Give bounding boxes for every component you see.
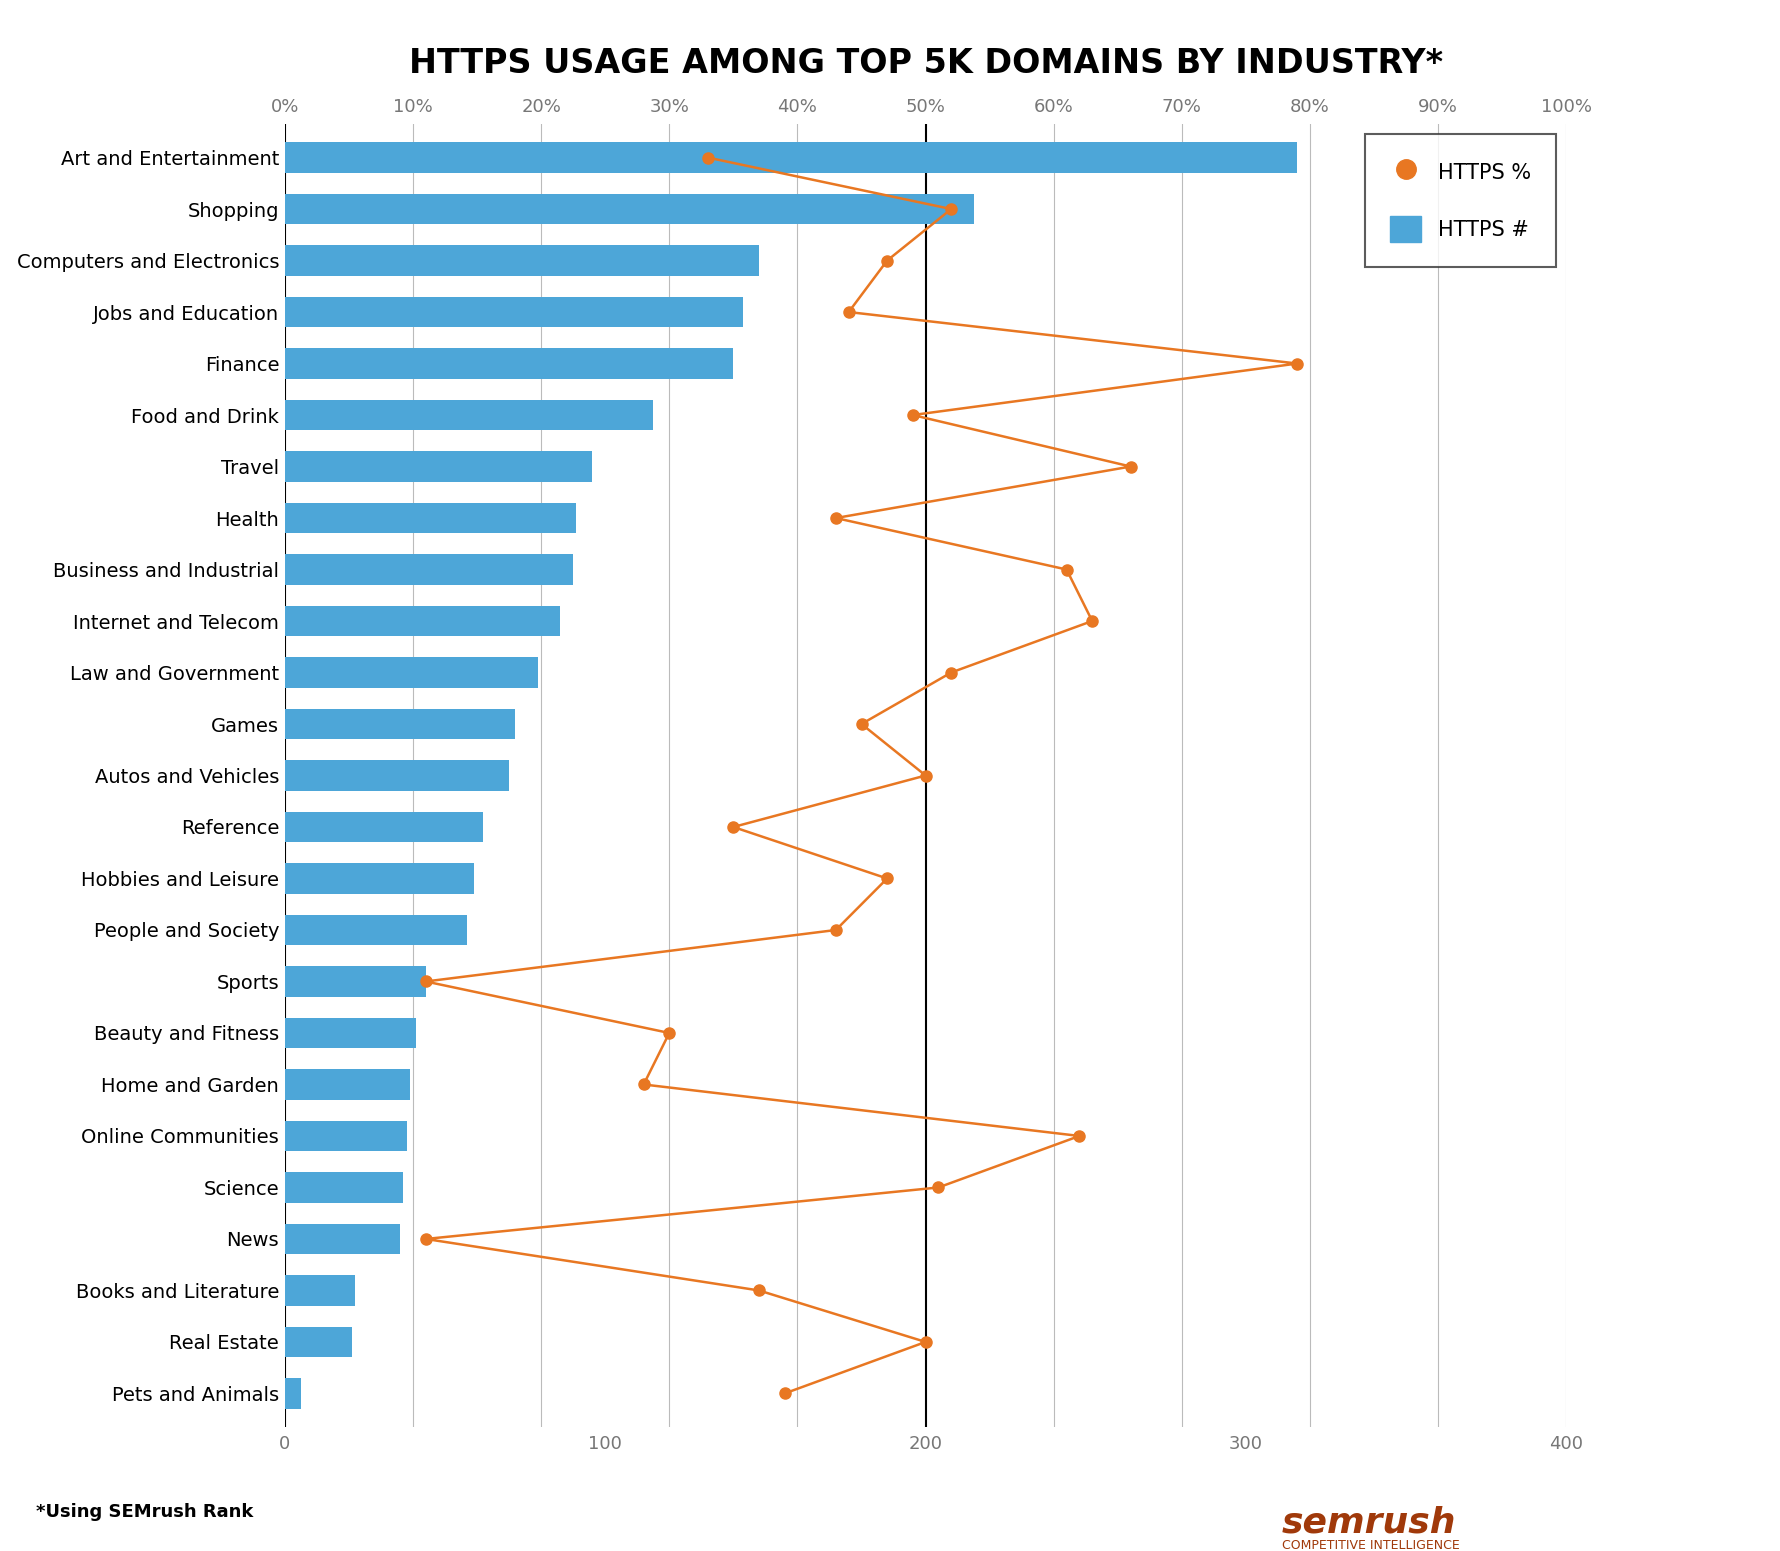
Bar — [285, 1173, 404, 1204]
Legend: HTTPS %, HTTPS #: HTTPS %, HTTPS # — [1365, 135, 1556, 267]
Text: semrush: semrush — [1282, 1506, 1456, 1540]
Bar — [285, 451, 593, 482]
Bar — [285, 760, 509, 791]
Bar — [285, 347, 733, 378]
Bar — [285, 296, 742, 327]
Bar — [285, 1224, 400, 1255]
Bar — [285, 1120, 406, 1151]
Bar — [285, 503, 577, 534]
Bar — [285, 966, 425, 997]
Title: HTTPS USAGE AMONG TOP 5K DOMAINS BY INDUSTRY*: HTTPS USAGE AMONG TOP 5K DOMAINS BY INDU… — [409, 47, 1442, 79]
Bar — [285, 658, 538, 689]
Text: COMPETITIVE INTELLIGENCE: COMPETITIVE INTELLIGENCE — [1282, 1540, 1460, 1551]
Bar — [285, 554, 573, 585]
Bar — [285, 194, 974, 225]
Bar — [285, 143, 1298, 174]
Bar — [285, 245, 758, 276]
Bar — [285, 605, 561, 636]
Bar — [285, 400, 653, 431]
Bar — [285, 915, 468, 946]
Bar — [285, 1275, 356, 1306]
Bar — [285, 1069, 409, 1100]
Bar — [285, 811, 484, 842]
Bar — [285, 1377, 301, 1408]
Bar — [285, 1326, 352, 1357]
Text: *Using SEMrush Rank: *Using SEMrush Rank — [36, 1503, 253, 1522]
Bar — [285, 1017, 417, 1048]
Bar — [285, 862, 473, 893]
Bar — [285, 709, 516, 740]
